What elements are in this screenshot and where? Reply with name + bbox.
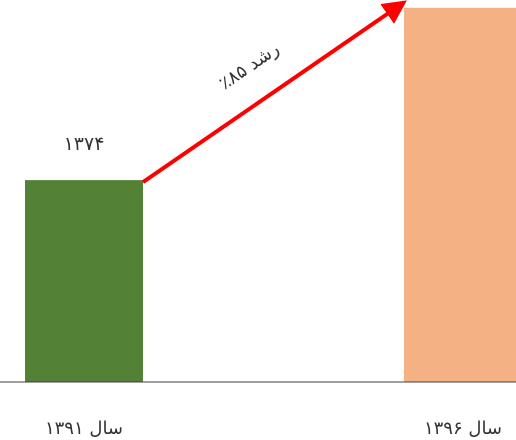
value-label-1: ۱۳۷۴ [64, 133, 105, 155]
growth-arrow [141, 0, 407, 184]
category-label-1: سال ۱۳۹۱ [45, 418, 123, 439]
category-label-2: سال ۱۳۹۶ [424, 418, 502, 439]
bar-2 [404, 7, 516, 382]
bar-1 [25, 180, 143, 382]
growth-annotation: ٪۸۵ رشد [215, 38, 283, 94]
